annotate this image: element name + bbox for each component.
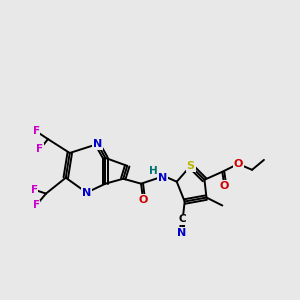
Text: F: F [31, 184, 38, 195]
Text: O: O [233, 159, 243, 169]
Text: C: C [179, 214, 187, 224]
Text: N: N [93, 139, 102, 149]
Text: F: F [37, 144, 44, 154]
Text: N: N [177, 228, 186, 238]
Text: O: O [220, 181, 229, 191]
Text: H: H [148, 166, 157, 176]
Text: N: N [82, 188, 91, 198]
Text: S: S [187, 161, 195, 171]
Text: O: O [138, 194, 148, 205]
Text: F: F [32, 126, 40, 136]
Text: N: N [158, 173, 167, 183]
Text: F: F [32, 200, 40, 211]
